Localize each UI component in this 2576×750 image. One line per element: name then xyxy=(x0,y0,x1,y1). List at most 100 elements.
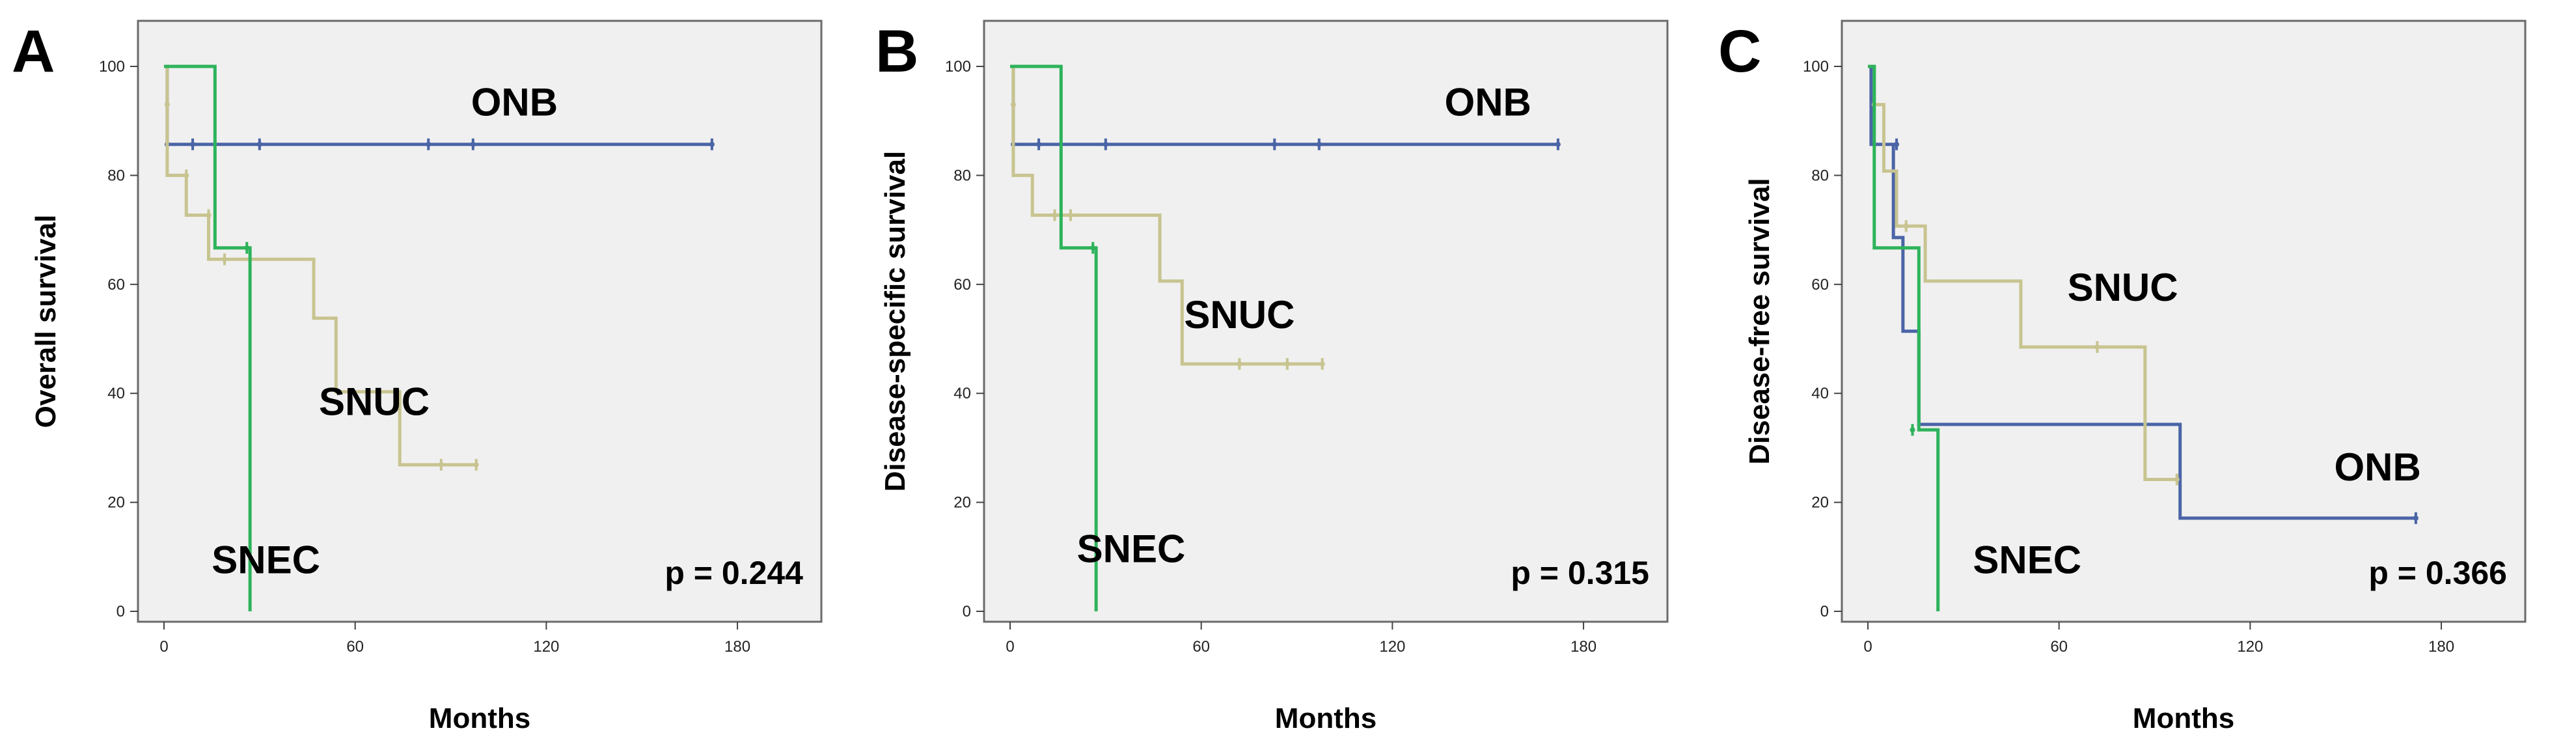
y-tick-label: 60 xyxy=(107,276,125,294)
x-tick-label: 180 xyxy=(2428,638,2454,656)
censor-dot xyxy=(184,173,189,178)
km-line-snec xyxy=(164,64,252,611)
censor-dot xyxy=(1090,245,1096,251)
censor-dot xyxy=(1284,361,1290,367)
group-label-snuc: SNUC xyxy=(319,380,430,424)
y-tick-label: 100 xyxy=(1803,58,1829,76)
y-tick-label: 100 xyxy=(99,58,125,76)
x-tick-label: 120 xyxy=(1379,638,1405,656)
series-snec xyxy=(1010,64,1098,611)
x-tick-label: 0 xyxy=(159,638,168,656)
censor-dot xyxy=(2413,515,2418,521)
series-snuc xyxy=(1010,64,1325,370)
x-tick-label: 60 xyxy=(346,638,364,656)
y-tick-label: 40 xyxy=(107,385,125,402)
censor-dot xyxy=(164,102,170,107)
censor-dot xyxy=(1103,141,1108,147)
series-snec xyxy=(164,64,252,611)
censor-dot xyxy=(244,245,250,251)
censor-dot xyxy=(1036,141,1042,147)
y-tick-label: 40 xyxy=(1811,385,1829,402)
censor-dot xyxy=(222,257,227,262)
censor-dot xyxy=(709,141,715,147)
censor-dot xyxy=(1068,212,1073,218)
censor-dot xyxy=(1316,141,1322,147)
x-tick-label: 180 xyxy=(1570,638,1596,656)
censor-dot xyxy=(2174,477,2180,482)
p-value: p = 0.366 xyxy=(2368,555,2507,591)
y-axis-title: Overall survival xyxy=(30,215,62,428)
x-tick-label: 0 xyxy=(1006,638,1014,656)
panel-c: C 0 20 40 60 80 100 0 60 120 180 Disease-free survi… xyxy=(1718,18,2527,734)
series-snuc xyxy=(164,64,479,471)
x-tick-label: 0 xyxy=(1863,638,1872,656)
censor-dot xyxy=(206,212,212,218)
x-tick-label: 120 xyxy=(533,638,559,656)
x-axis-title: Months xyxy=(1275,702,1377,734)
group-label-snuc: SNUC xyxy=(1184,293,1295,337)
censor-dot xyxy=(256,141,262,147)
censor-dot xyxy=(1555,141,1561,147)
y-tick-label: 0 xyxy=(963,603,971,620)
km-line-snuc xyxy=(1010,64,1322,366)
p-value: p = 0.244 xyxy=(665,555,803,591)
km-line-snec xyxy=(1868,64,1940,611)
series-snec xyxy=(1868,64,1940,611)
km-line-snuc xyxy=(164,64,476,467)
panel-letter: B xyxy=(875,18,918,85)
y-tick-label: 80 xyxy=(953,167,971,184)
x-axis-title: Months xyxy=(2133,702,2234,734)
y-axis-title: Disease-specific survival xyxy=(879,151,911,492)
plot-area xyxy=(1841,20,2527,623)
censor-dot xyxy=(1894,141,1900,147)
censor-dot xyxy=(1052,212,1058,218)
p-value: p = 0.315 xyxy=(1511,555,1649,591)
censor-dot xyxy=(473,462,479,467)
x-tick-label: 60 xyxy=(2050,638,2068,656)
y-tick-label: 60 xyxy=(1811,276,1829,294)
y-tick-label: 20 xyxy=(107,494,125,512)
y-tick-label: 60 xyxy=(953,276,971,294)
y-tick-label: 0 xyxy=(116,603,125,620)
censor-dot xyxy=(1910,427,1915,433)
censor-dot xyxy=(1319,361,1325,367)
group-label-snuc: SNUC xyxy=(2068,266,2178,309)
y-tick-label: 0 xyxy=(1820,603,1829,620)
series-onb xyxy=(1868,64,2418,524)
censor-dot xyxy=(438,462,444,467)
x-tick-label: 120 xyxy=(2237,638,2263,656)
x-axis-title: Months xyxy=(429,702,530,734)
panel-a: A 0 20 40 60 80 100 0 60 120 180 Overall survival Mo… xyxy=(12,18,823,734)
censor-dot xyxy=(2094,344,2100,350)
group-label-onb: ONB xyxy=(2334,445,2420,489)
group-label-onb: ONB xyxy=(471,80,558,124)
group-label-snec: SNEC xyxy=(1077,527,1186,571)
x-tick-label: 60 xyxy=(1192,638,1210,656)
panel-letter: A xyxy=(12,18,55,85)
y-tick-label: 20 xyxy=(953,494,971,512)
panel-letter: C xyxy=(1718,18,1761,85)
km-line-onb xyxy=(1868,64,2416,520)
y-axis-title: Disease-free survival xyxy=(1744,178,1775,464)
plot-area xyxy=(983,20,1669,623)
censor-dot xyxy=(1272,141,1278,147)
censor-dot xyxy=(1237,361,1242,367)
km-line-snec xyxy=(1010,64,1098,611)
group-label-snec: SNEC xyxy=(212,538,320,581)
censor-dot xyxy=(1903,223,1909,229)
y-tick-label: 20 xyxy=(1811,494,1829,512)
y-tick-label: 80 xyxy=(1811,167,1829,184)
y-tick-label: 40 xyxy=(953,385,971,402)
panel-b: B 0 20 40 60 80 100 0 60 120 180 Disease-specific s… xyxy=(875,18,1669,734)
y-tick-label: 80 xyxy=(107,167,125,184)
censor-dot xyxy=(470,141,476,147)
censor-dot xyxy=(1010,102,1016,107)
plot-area xyxy=(137,20,823,623)
censor-dot xyxy=(426,141,432,147)
x-tick-label: 180 xyxy=(724,638,750,656)
group-label-onb: ONB xyxy=(1445,80,1531,124)
y-tick-label: 100 xyxy=(945,58,971,76)
group-label-snec: SNEC xyxy=(1973,538,2081,581)
censor-dot xyxy=(190,141,196,147)
